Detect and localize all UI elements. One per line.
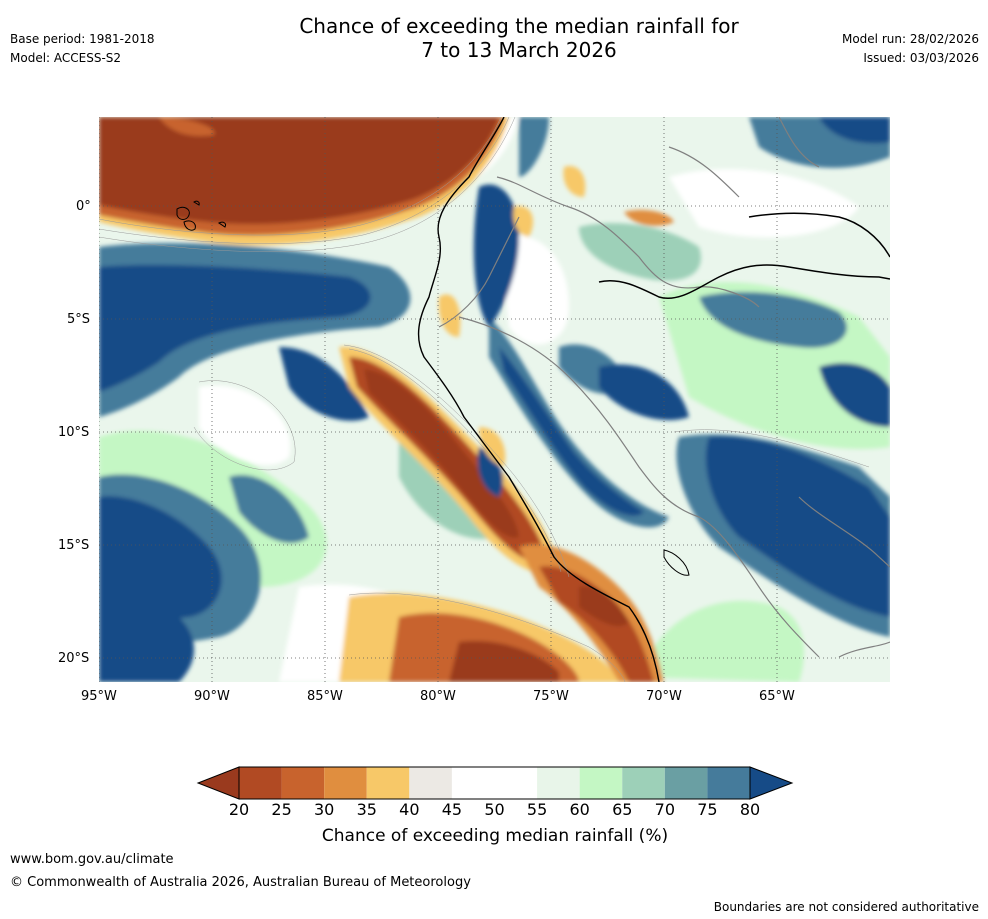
colorbar-cell: [537, 767, 580, 799]
rainfall-map: [99, 117, 890, 682]
colorbar-cell: [409, 767, 452, 799]
issued-label: Issued: 03/03/2026: [863, 51, 979, 65]
colorbar-ticks: 20 25 30 35 40 45 50 55 60 65 70 75 80: [196, 800, 794, 820]
colorbar-tick-label: 60: [569, 800, 590, 819]
colorbar-tick-label: 55: [526, 800, 548, 819]
colorbar-extend-high: [749, 766, 794, 800]
map-title-line1: Chance of exceeding the median rainfall …: [299, 14, 739, 38]
colorbar-tick-label: 50: [484, 800, 505, 819]
colorbar-cell: [366, 767, 410, 799]
probability-fields: [99, 117, 890, 682]
colorbar-cell: [579, 767, 623, 799]
colorbar-cell: [451, 767, 495, 799]
colorbar-tick-label: 45: [441, 800, 463, 819]
map-title-line2: 7 to 13 March 2026: [421, 38, 617, 62]
colorbar-tick-label: 70: [654, 800, 675, 819]
colorbar-cell: [239, 767, 282, 799]
colorbar-cell: [281, 767, 325, 799]
colorbar-cell: [664, 767, 708, 799]
lat-label-10s: 10°S: [58, 425, 90, 440]
lon-label-70w: 70°W: [646, 689, 682, 704]
lat-label-20s: 20°S: [58, 651, 90, 666]
galapagos-islands: [176, 200, 226, 231]
rivers: [598, 212, 890, 299]
lon-label-95w: 95°W: [81, 689, 117, 704]
coastline: [417, 117, 660, 682]
colorbar-tick-label: 80: [739, 800, 761, 819]
colorbar-tick-label: 75: [697, 800, 718, 819]
bom-url: www.bom.gov.au/climate: [10, 852, 174, 867]
lat-label-15s: 15°S: [58, 538, 90, 553]
colorbar-cell: [622, 767, 665, 799]
colorbar-tick-label: 40: [399, 800, 420, 819]
lat-label-0: 0°: [76, 199, 91, 214]
colorbar-cells: [196, 766, 794, 800]
contour-lines: [99, 117, 870, 682]
colorbar: [196, 766, 794, 800]
base-period-label: Base period: 1981-2018: [10, 32, 155, 46]
lake-titicaca: [663, 549, 690, 576]
colorbar-tick-label: 25: [271, 800, 292, 819]
lon-label-85w: 85°W: [307, 689, 343, 704]
colorbar-frame: [238, 766, 751, 800]
country-borders: [438, 117, 890, 658]
model-run-label: Model run: 28/02/2026: [841, 32, 979, 46]
colorbar-cell: [494, 767, 538, 799]
colorbar-tick-label: 65: [612, 800, 633, 819]
model-label: Model: ACCESS-S2: [10, 51, 122, 65]
lon-label-75w: 75°W: [533, 689, 569, 704]
colorbar-extend-low: [196, 766, 240, 800]
colorbar-tick-label: 30: [313, 800, 335, 819]
lon-label-80w: 80°W: [420, 689, 456, 704]
copyright-notice: © Commonwealth of Australia 2026, Austra…: [10, 875, 471, 890]
colorbar-tick-label: 20: [228, 800, 250, 819]
lon-label-65w: 65°W: [759, 689, 795, 704]
lat-label-5s: 5°S: [67, 312, 91, 327]
colorbar-tick-label: 35: [356, 800, 377, 819]
map-title: Chance of exceeding the median rainfall …: [194, 14, 844, 62]
boundaries-disclaimer: Boundaries are not considered authoritat…: [713, 900, 979, 914]
colorbar-cell: [707, 767, 750, 799]
colorbar-title: Chance of exceeding median rainfall (%): [321, 826, 669, 846]
colorbar-cell: [324, 767, 367, 799]
lon-label-90w: 90°W: [194, 689, 230, 704]
